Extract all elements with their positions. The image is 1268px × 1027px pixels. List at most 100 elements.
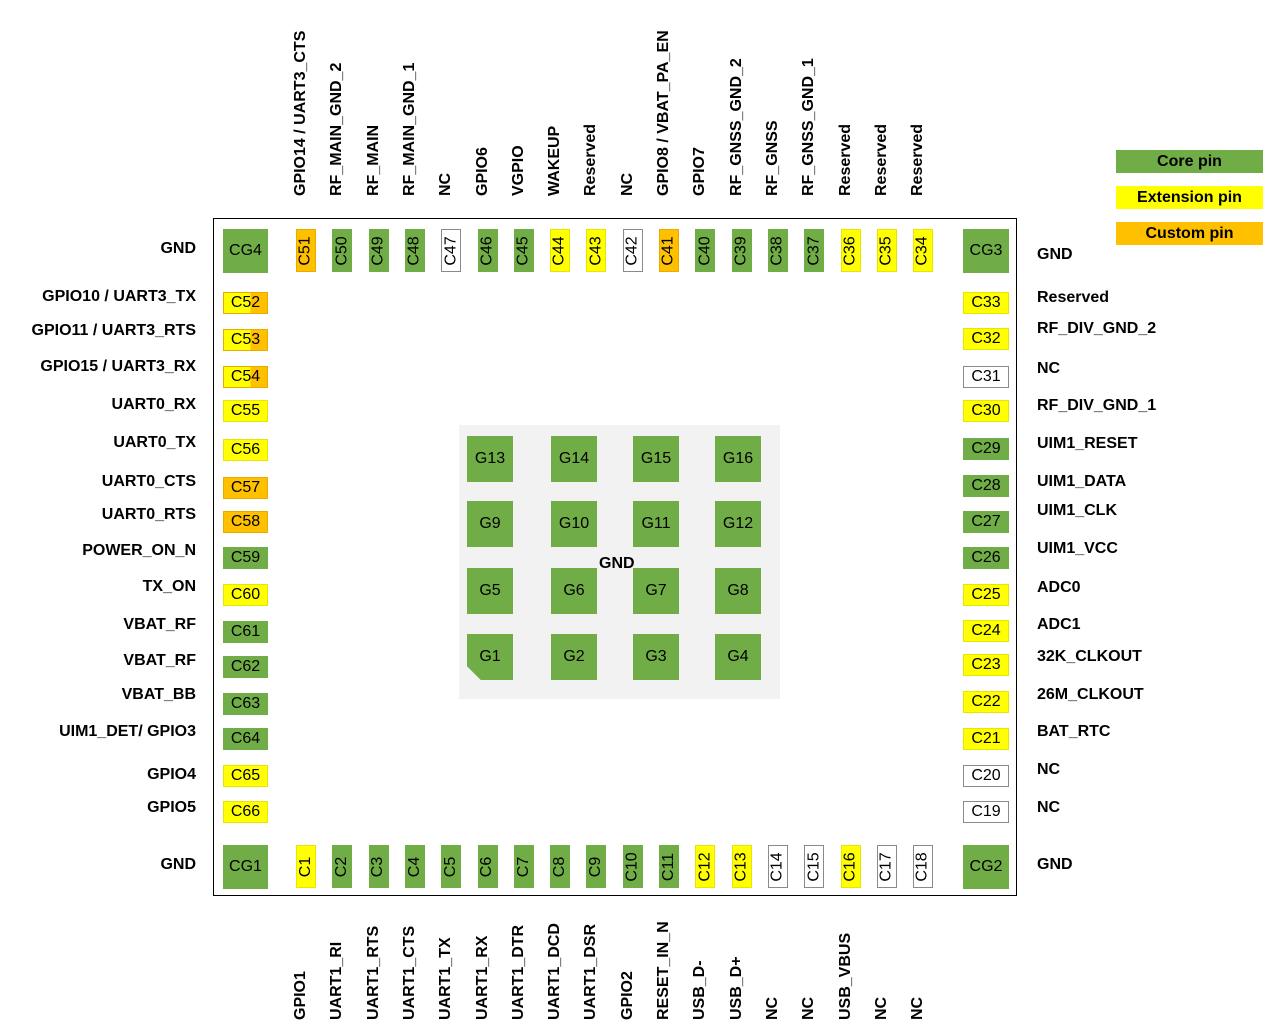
pad-id: C6	[478, 856, 496, 877]
label-c20: NC	[1037, 761, 1061, 778]
pad-id: C13	[732, 851, 750, 882]
pad-c9: C9	[586, 845, 607, 888]
pad-cg4: CG4	[223, 229, 268, 273]
label-c42: NC	[618, 172, 636, 196]
pad-id: C49	[369, 235, 387, 266]
pad-id: C35	[877, 235, 895, 266]
pad-id: C48	[405, 235, 423, 266]
pad-c33: C33	[963, 292, 1009, 314]
pad-c4: C4	[404, 845, 425, 888]
label-c14: NC	[763, 996, 781, 1020]
pad-c21: C21	[963, 728, 1009, 750]
pad-c50: C50	[332, 229, 353, 272]
pad-c56: C56	[223, 439, 268, 461]
label-c27: UIM1_CLK	[1037, 502, 1118, 519]
pad-id: C47	[442, 235, 460, 266]
label-c32: RF_DIV_GND_2	[1037, 320, 1157, 337]
label-c60: TX_ON	[142, 578, 196, 595]
pad-id: C46	[478, 235, 496, 266]
pad-id: C45	[514, 235, 532, 266]
pad-c30: C30	[963, 400, 1009, 422]
label-c48: RF_MAIN_GND_1	[400, 62, 418, 196]
pad-c41: C41	[659, 229, 679, 272]
label-c29: UIM1_RESET	[1037, 435, 1138, 452]
pad-c37: C37	[804, 229, 825, 272]
pad-c66: C66	[223, 801, 268, 823]
pad-c48: C48	[404, 229, 425, 272]
ground-pad-g13: G13	[467, 436, 513, 482]
pad-c53: C53	[223, 329, 268, 351]
ground-pad-g7: G7	[633, 568, 679, 614]
pad-c26: C26	[963, 547, 1009, 569]
label-c44: WAKEUP	[546, 125, 564, 196]
pad-c24: C24	[963, 620, 1009, 642]
pad-c3: C3	[368, 845, 389, 888]
pad-id: C1	[297, 856, 315, 877]
pad-c1: C1	[296, 845, 316, 888]
pad-c65: C65	[223, 765, 268, 787]
label-c52: GPIO10 / UART3_TX	[42, 288, 196, 305]
pad-c25: C25	[963, 584, 1009, 606]
pad-id: C8	[551, 856, 569, 877]
ground-pad-g6: G6	[551, 568, 597, 614]
label-c64: UIM1_DET/ GPIO3	[59, 723, 196, 740]
label-c45: VGPIO	[509, 145, 527, 196]
ground-pad-g14: G14	[551, 436, 597, 482]
label-c21: BAT_RTC	[1037, 723, 1111, 740]
pad-c31: C31	[963, 366, 1009, 388]
pad-id: C14	[768, 851, 786, 882]
label-c66: GPIO5	[147, 799, 196, 816]
label-c53: GPIO11 / UART3_RTS	[31, 322, 197, 339]
pad-id: C10	[623, 851, 641, 882]
pad-c36: C36	[840, 229, 861, 272]
label-c28: UIM1_DATA	[1037, 473, 1127, 490]
pad-id: C5	[442, 856, 460, 877]
pad-c16: C16	[840, 845, 861, 888]
label-c22: 26M_CLKOUT	[1037, 686, 1144, 703]
label-c34: Reserved	[909, 123, 927, 196]
pad-c15: C15	[804, 845, 825, 888]
pad-c13: C13	[731, 845, 752, 888]
pad-c34: C34	[913, 229, 934, 272]
pad-c43: C43	[586, 229, 607, 272]
label-c7: UART1_DTR	[509, 924, 527, 1020]
ground-pad-g12: G12	[715, 501, 761, 547]
pad-c47: C47	[441, 229, 462, 272]
label-c8: UART1_DCD	[546, 923, 564, 1020]
pad-c61: C61	[223, 621, 268, 643]
pad-c59: C59	[223, 547, 268, 569]
pad-c45: C45	[513, 229, 534, 272]
label-c55: UART0_RX	[111, 396, 196, 413]
pad-c22: C22	[963, 691, 1009, 713]
label-c33: Reserved	[1037, 289, 1110, 306]
label-c50: RF_MAIN_GND_2	[328, 62, 346, 196]
pad-c2: C2	[332, 845, 353, 888]
label-c23: 32K_CLKOUT	[1037, 648, 1142, 665]
pad-id: C41	[660, 235, 678, 266]
label-c5: UART1_TX	[437, 937, 455, 1020]
pad-c46: C46	[477, 229, 498, 272]
pad-c44: C44	[550, 229, 571, 272]
label-c40: GPIO7	[691, 147, 709, 196]
label-c63: VBAT_BB	[121, 686, 196, 703]
label-c19: NC	[1037, 799, 1061, 816]
label-c3: UART1_RTS	[364, 925, 382, 1020]
label-cg1: GND	[160, 856, 196, 873]
legend-extension: Extension pin	[1116, 186, 1263, 209]
pad-c42: C42	[622, 229, 643, 272]
pad-c12: C12	[695, 845, 716, 888]
ground-pad-g10: G10	[551, 501, 597, 547]
pad-id: C37	[805, 235, 823, 266]
label-c59: POWER_ON_N	[82, 542, 196, 559]
label-c15: NC	[800, 996, 818, 1020]
pad-c49: C49	[368, 229, 389, 272]
label-c9: UART1_DSR	[582, 923, 600, 1020]
pad-cg1: CG1	[223, 845, 268, 889]
label-c6: UART1_RX	[473, 935, 491, 1020]
label-c30: RF_DIV_GND_1	[1037, 397, 1157, 414]
pad-c32: C32	[963, 328, 1009, 350]
legend-core: Core pin	[1116, 150, 1263, 173]
ground-pad-g2: G2	[551, 634, 597, 680]
pad-c8: C8	[550, 845, 571, 888]
ground-pad-g11: G11	[633, 501, 679, 547]
